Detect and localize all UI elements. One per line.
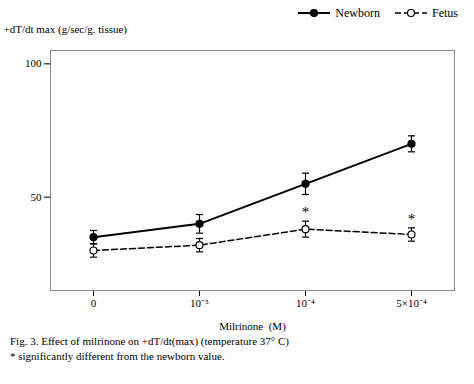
html-text:* significantly different from: * significantly different from the newbo… [10,350,225,362]
svg-text:0: 0 [91,297,97,309]
svg-text:5×10⁻⁴: 5×10⁻⁴ [396,297,427,309]
html-text:Fetus: Fetus [432,5,458,20]
svg-text:*: * [408,211,416,227]
html-text:Fig. 3. Effect of milrinone on: Fig. 3. Effect of milrinone on +dT/dt(ma… [10,335,289,347]
svg-text:Milrinone (M): Milrinone (M) [219,320,286,333]
svg-text:*: * [302,204,310,220]
svg-text:+dT/dt max (g/sec/g. tissue): +dT/dt max (g/sec/g. tissue) [4,23,128,36]
svg-text:10⁻⁵: 10⁻⁵ [190,297,209,309]
svg-text:50: 50 [31,191,43,203]
svg-text:10⁻⁴: 10⁻⁴ [296,297,315,309]
svg-text:100: 100 [25,57,42,69]
html-text:Newborn: Newborn [335,5,380,20]
